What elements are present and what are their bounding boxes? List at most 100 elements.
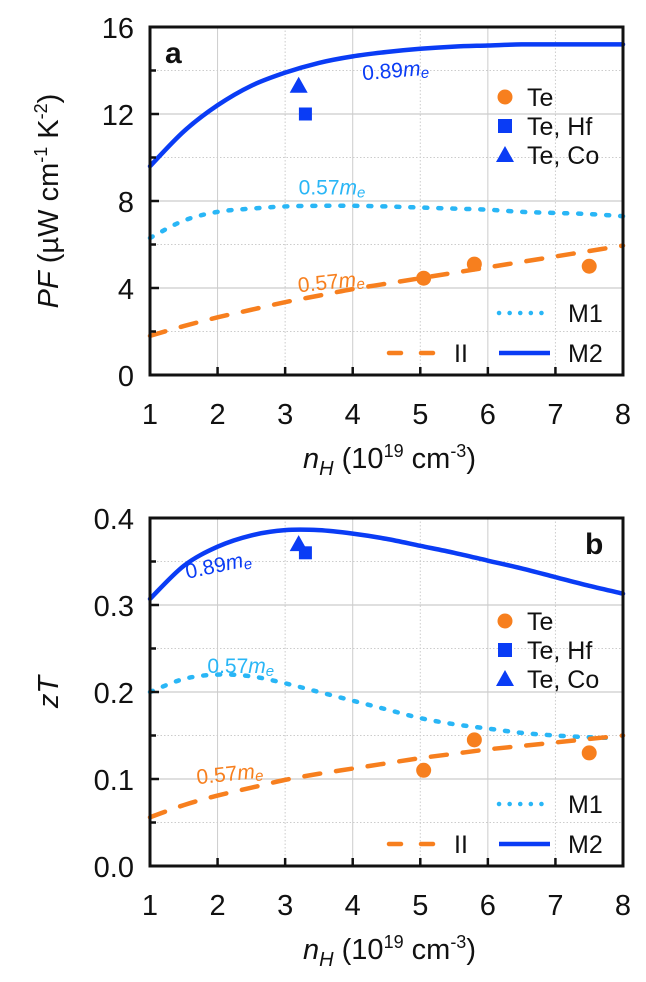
annotation-e: e: [266, 663, 274, 680]
annotation-m: m: [248, 655, 266, 678]
legend-marker-te-hf: [498, 643, 512, 657]
series-line-ii: [147, 243, 626, 339]
legend-label: Te, Co: [527, 666, 599, 694]
effective-mass-annotation: 0.57me: [299, 176, 366, 201]
x-tick-label: 7: [547, 399, 563, 431]
series-line-ii: [147, 733, 626, 820]
y-tick-label: 12: [102, 100, 134, 132]
series-line-m1: [147, 672, 619, 741]
annotation-value: 0.57: [299, 176, 340, 199]
annotation-e: e: [242, 555, 254, 573]
x-axis-title: nH (1019 cm-3): [303, 441, 476, 480]
data-point-te: [466, 256, 482, 272]
legend-label-ii: II: [454, 831, 468, 859]
x-tick-label: 8: [615, 399, 631, 431]
effective-mass-annotation: 0.89me: [361, 57, 430, 88]
x-axis-unit: ): [466, 934, 476, 966]
x-axis-sub: H: [319, 458, 334, 480]
panel-label: a: [165, 37, 182, 70]
legend-label-m2: M2: [568, 340, 603, 368]
legend-label-ii: II: [454, 340, 468, 368]
x-tick-label: 3: [277, 399, 293, 431]
x-axis-sup: -3: [450, 932, 466, 952]
effective-mass-annotation: 0.57me: [207, 655, 274, 680]
x-axis-unit: ): [466, 443, 476, 475]
annotation-value: 0.89: [361, 59, 404, 85]
y-axis-sup: -1: [31, 147, 51, 163]
effective-mass-annotation: 0.89me: [183, 547, 253, 585]
annotation-m: m: [340, 176, 358, 199]
y-tick-label: 4: [118, 274, 134, 306]
annotation-e: e: [420, 65, 430, 83]
data-point-te: [466, 732, 482, 748]
x-axis-sup: 19: [384, 932, 404, 952]
y-tick-label: 0.1: [94, 765, 134, 797]
panel-label: b: [585, 528, 603, 561]
annotation-e: e: [357, 184, 365, 201]
x-tick-label: 3: [277, 890, 293, 922]
x-axis-title: nH (1019 cm-3): [303, 932, 476, 971]
x-axis-sup: 19: [384, 441, 404, 461]
effective-mass-annotation: 0.57me: [195, 759, 264, 791]
x-tick-label: 6: [480, 890, 496, 922]
y-axis-title: PF (µW cm-1 K-2): [31, 94, 65, 309]
y-tick-label: 0.4: [94, 504, 134, 536]
x-tick-label: 2: [210, 890, 226, 922]
legend-label: Te, Hf: [527, 113, 592, 141]
legend-lines: M1 M2 II: [386, 300, 603, 368]
x-tick-label: 7: [547, 890, 563, 922]
legend-label: Te: [527, 84, 553, 112]
x-axis-unit: (10: [334, 443, 384, 475]
data-point-te: [581, 745, 597, 761]
legend-marker-te-co: [496, 146, 514, 162]
effective-mass-annotation: 0.57me: [297, 267, 366, 299]
y-tick-label: 8: [118, 187, 134, 219]
y-axis-unit: K: [33, 119, 65, 147]
legend-marker-te: [497, 613, 513, 629]
y-axis-sup: -2: [31, 103, 51, 119]
x-axis-unit: cm: [404, 443, 451, 475]
x-tick-label: 1: [142, 890, 158, 922]
legend-label-m1: M1: [568, 300, 603, 328]
annotation-value: 0.57: [297, 270, 340, 297]
legend-label: Te, Co: [527, 142, 599, 170]
annotation-value: 0.89: [183, 553, 228, 584]
y-tick-label: 0: [118, 361, 134, 393]
x-tick-label: 5: [412, 890, 428, 922]
data-point-te-hf: [298, 107, 312, 121]
data-point-te: [581, 258, 597, 274]
data-point-te: [416, 762, 432, 778]
legend-label: Te: [527, 608, 553, 636]
y-axis-title: zT: [33, 674, 65, 710]
legend-marker-te-co: [496, 670, 514, 686]
annotation-m: m: [337, 268, 357, 293]
legend-lines: M1 M2 II: [386, 791, 603, 859]
legend-label-m1: M1: [568, 791, 603, 819]
annotation-m: m: [236, 760, 256, 785]
x-axis-unit: cm: [404, 934, 451, 966]
x-tick-label: 1: [142, 399, 158, 431]
legend-marker-te-hf: [498, 119, 512, 133]
series-line-m1: [147, 203, 626, 241]
x-axis-var: n: [303, 443, 319, 475]
data-point-te: [416, 270, 432, 286]
x-axis-var: n: [303, 934, 319, 966]
y-tick-label: 16: [102, 13, 134, 45]
data-point-te-co: [289, 76, 308, 93]
x-axis-sup: -3: [450, 441, 466, 461]
grid: [150, 27, 623, 375]
annotation-m: m: [402, 57, 421, 81]
x-tick-label: 4: [345, 890, 361, 922]
annotation-value: 0.57: [207, 655, 248, 678]
legend-label-m2: M2: [568, 831, 603, 859]
y-tick-label: 0.0: [94, 852, 134, 884]
y-axis-unit: ): [33, 94, 65, 104]
x-tick-label: 5: [412, 399, 428, 431]
legend-marker-te: [497, 89, 513, 105]
x-tick-label: 6: [480, 399, 496, 431]
